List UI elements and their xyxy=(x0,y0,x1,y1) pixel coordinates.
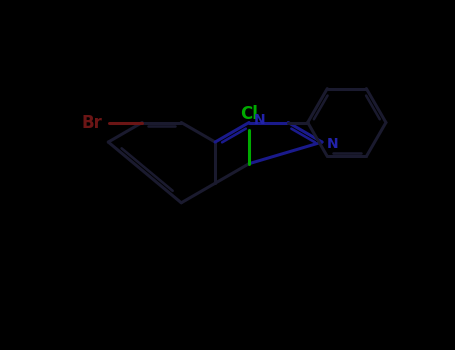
Text: N: N xyxy=(327,137,339,151)
Text: Br: Br xyxy=(82,113,103,132)
Text: N: N xyxy=(254,113,266,127)
Text: Cl: Cl xyxy=(240,105,258,123)
